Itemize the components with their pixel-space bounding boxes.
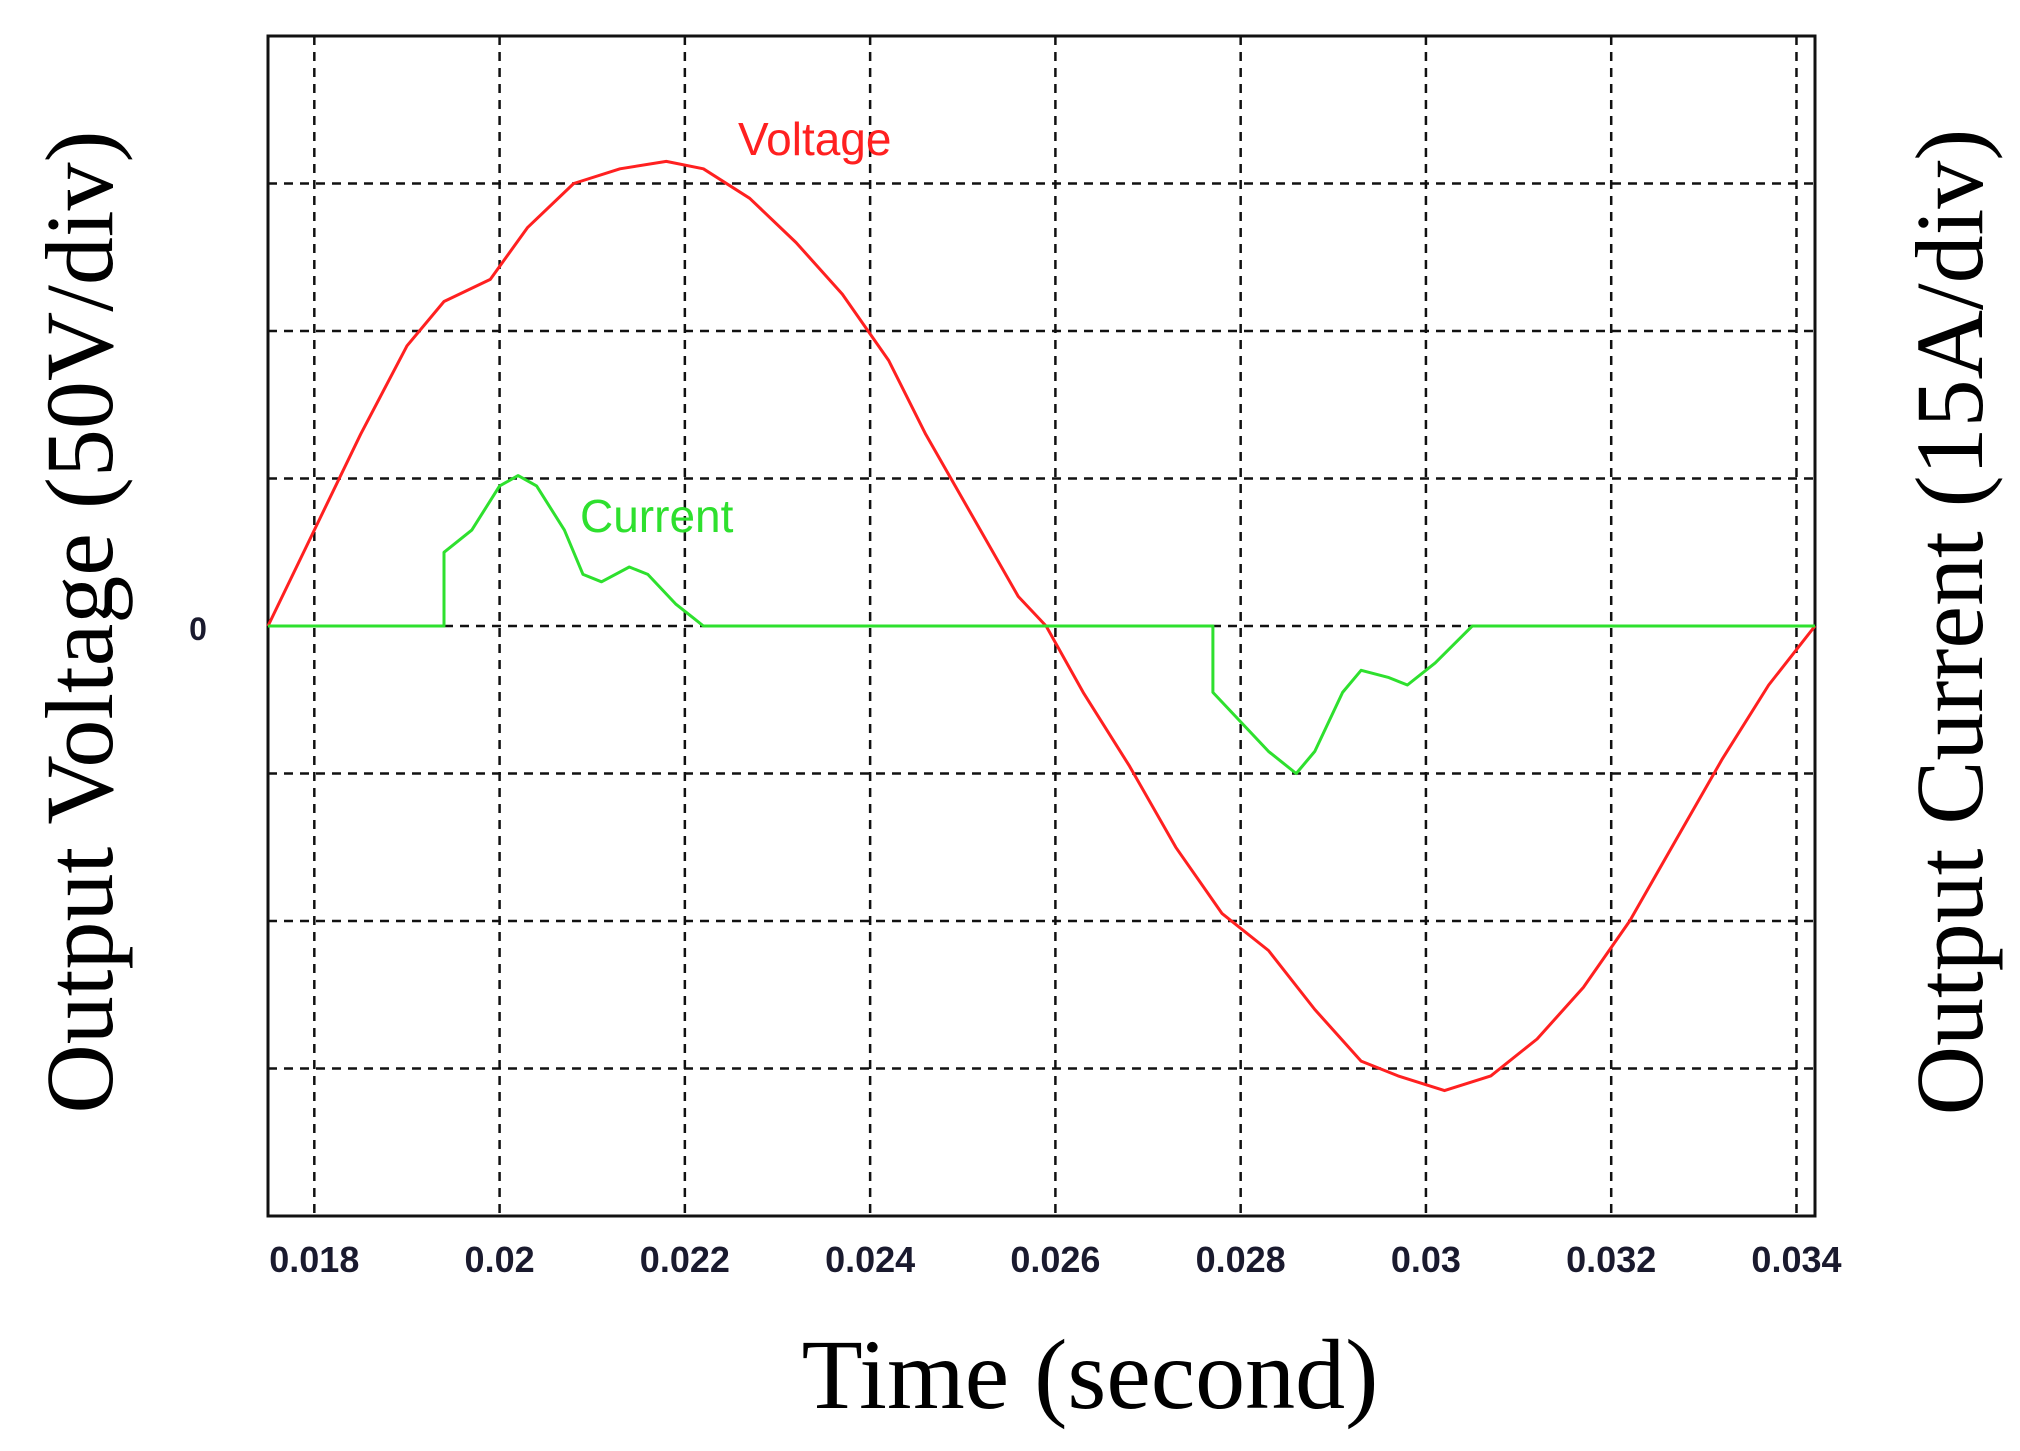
series-label-voltage: Voltage bbox=[738, 113, 891, 165]
x-tick-label: 0.032 bbox=[1566, 1239, 1656, 1280]
x-tick-labels: 0.018 0.02 0.022 0.024 0.026 0.028 0.03 0.032 0.… bbox=[269, 1239, 1841, 1280]
x-tick-label: 0.026 bbox=[1010, 1239, 1100, 1280]
x-tick-label: 0.024 bbox=[825, 1239, 915, 1280]
series-line-current bbox=[268, 474, 1815, 775]
x-axis-title: Time (second) bbox=[802, 1319, 1379, 1430]
y-axis-title-right: Output Current (15A/div) bbox=[1896, 129, 2003, 1116]
x-tick-label: 0.028 bbox=[1196, 1239, 1286, 1280]
x-tick-label: 0.034 bbox=[1751, 1239, 1841, 1280]
y-zero-label: 0 bbox=[189, 611, 207, 647]
x-tick-label: 0.02 bbox=[465, 1239, 535, 1280]
series-label-current: Current bbox=[580, 490, 734, 542]
y-axis-title-left: Output Voltage (50V/div) bbox=[26, 130, 133, 1113]
x-tick-label: 0.03 bbox=[1391, 1239, 1461, 1280]
series-line-voltage bbox=[266, 159, 1817, 1093]
series-layer bbox=[266, 159, 1817, 1093]
x-tick-label: 0.022 bbox=[640, 1239, 730, 1280]
x-tick-label: 0.018 bbox=[269, 1239, 359, 1280]
